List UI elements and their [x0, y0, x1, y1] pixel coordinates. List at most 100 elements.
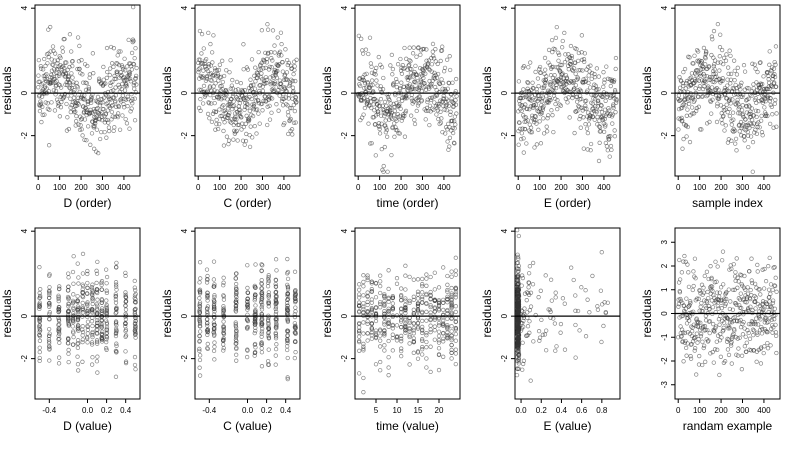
residual-point [739, 133, 744, 138]
residual-point [423, 117, 428, 122]
residual-point [382, 322, 387, 327]
residual-point [285, 333, 290, 338]
residual-point [259, 334, 264, 339]
residual-point [91, 125, 96, 130]
residual-point [395, 62, 401, 67]
residual-point [111, 46, 117, 51]
residual-point [221, 128, 226, 134]
residual-point [390, 314, 395, 320]
residual-point [760, 326, 765, 332]
residual-point [684, 113, 689, 118]
residual-point [368, 61, 374, 66]
residual-point [129, 50, 135, 56]
residual-point [239, 127, 244, 132]
residual-point [132, 332, 138, 337]
residual-point [130, 97, 135, 102]
residual-point [711, 360, 716, 365]
residual-point [259, 278, 264, 283]
residual-point [112, 114, 118, 120]
residual-point [228, 58, 233, 63]
residual-point [230, 86, 235, 91]
residual-point [390, 301, 395, 306]
residual-point [113, 293, 118, 299]
residual-point [446, 103, 452, 109]
residual-point [579, 96, 584, 102]
residual-point [538, 70, 543, 75]
residual-point [66, 271, 71, 276]
residual-point [233, 309, 239, 314]
residual-point [603, 310, 608, 315]
residual-point [725, 347, 731, 352]
residual-point [365, 314, 370, 320]
residual-point [378, 283, 383, 289]
residual-point [606, 135, 611, 140]
residual-point [197, 57, 203, 62]
residual-point [683, 306, 689, 311]
residual-point [386, 320, 391, 325]
residual-point [586, 117, 592, 122]
residual-point [452, 141, 457, 146]
residual-point [369, 326, 374, 331]
residual-point [229, 83, 235, 88]
residual-point [123, 303, 128, 308]
residual-point [689, 105, 695, 110]
residual-point [273, 331, 278, 337]
residual-point [427, 103, 433, 108]
residual-point [197, 373, 203, 378]
residual-point [407, 320, 412, 326]
residual-point [693, 276, 698, 281]
residual-point [99, 129, 104, 135]
residual-point [259, 291, 264, 296]
residual-point [84, 311, 90, 316]
residual-point [281, 91, 286, 97]
residual-point [222, 120, 227, 125]
residual-point [382, 333, 387, 338]
x-tick-label: 0 [676, 406, 681, 415]
residual-point [430, 49, 435, 54]
residual-point [749, 106, 755, 111]
residual-point [515, 324, 521, 329]
residual-point [214, 121, 219, 127]
x-axis-title: sample index [692, 196, 763, 210]
x-tick-label: 400 [117, 183, 131, 192]
residual-point [710, 321, 716, 327]
residual-point [540, 107, 546, 112]
residual-point [273, 284, 279, 290]
residual-point [573, 355, 578, 360]
residual-point [126, 96, 131, 102]
residual-point [357, 348, 362, 353]
residual-point [265, 362, 271, 367]
residual-point [515, 261, 520, 266]
residual-point [70, 324, 75, 329]
plot-frame [194, 4, 301, 177]
residual-point [132, 118, 138, 123]
residual-point [689, 329, 695, 334]
residual-point [738, 317, 743, 323]
residual-point [285, 376, 290, 382]
residual-point [361, 273, 366, 278]
residual-point [453, 331, 458, 337]
residual-point [113, 292, 118, 297]
residual-point [411, 277, 416, 282]
residual-point [225, 115, 230, 120]
residual-point [284, 70, 290, 75]
residual-point [226, 141, 231, 147]
residual-point [407, 333, 412, 338]
residual-point [71, 334, 76, 340]
residual-point [403, 324, 408, 329]
residual-point [516, 332, 521, 337]
residual-point [537, 335, 543, 340]
residual-point [213, 81, 218, 86]
residual-point [399, 118, 404, 123]
residual-point [126, 37, 131, 43]
x-tick-label: 0.2 [261, 406, 273, 415]
residual-point [45, 61, 50, 66]
residual-point [76, 309, 81, 315]
residual-point [755, 124, 760, 130]
residual-point [724, 52, 729, 57]
residual-point [548, 309, 553, 314]
residual-point [717, 45, 723, 50]
residual-point [206, 30, 211, 36]
residual-point [205, 111, 211, 117]
